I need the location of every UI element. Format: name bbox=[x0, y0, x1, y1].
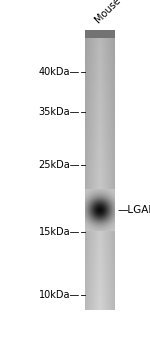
Text: 25kDa—: 25kDa— bbox=[39, 160, 80, 170]
Text: 40kDa—: 40kDa— bbox=[39, 67, 80, 77]
Text: Mouse brain: Mouse brain bbox=[93, 0, 142, 25]
Text: —LGALSL: —LGALSL bbox=[118, 205, 150, 215]
Text: 10kDa—: 10kDa— bbox=[39, 290, 80, 300]
Text: 15kDa—: 15kDa— bbox=[39, 227, 80, 237]
Text: 35kDa—: 35kDa— bbox=[39, 107, 80, 117]
